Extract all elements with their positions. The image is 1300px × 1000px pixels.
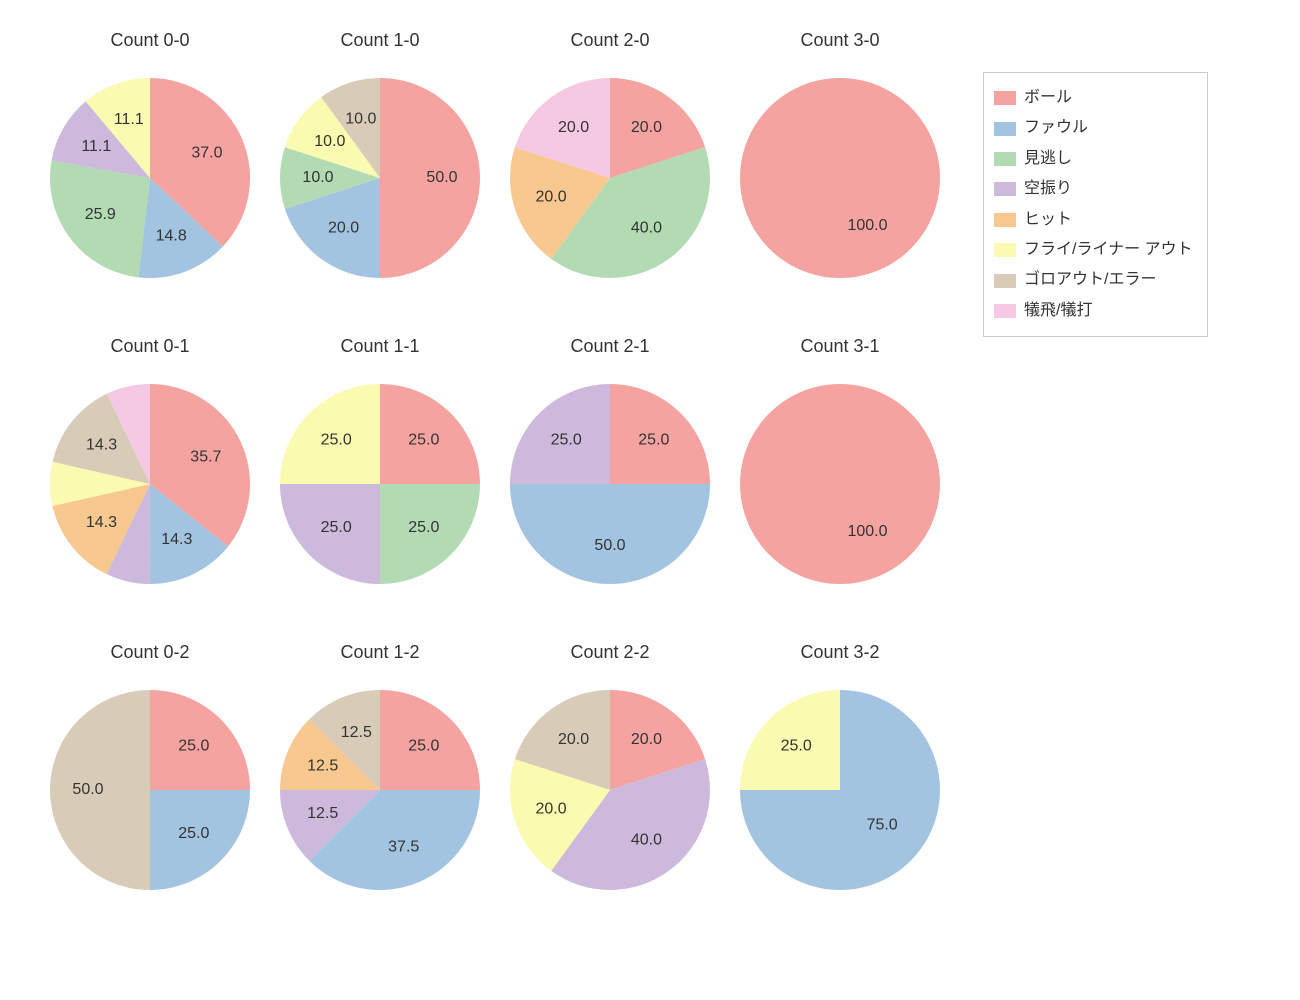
- pie-chart: 75.0 25.0: [740, 690, 940, 890]
- legend-label: 犠飛/犠打: [1024, 296, 1092, 326]
- slice-label: 14.3: [161, 531, 192, 548]
- legend-item: ヒット: [994, 205, 1193, 235]
- legend-item: ファウル: [994, 113, 1193, 143]
- slice-label: 50.0: [72, 781, 103, 798]
- legend-label: ファウル: [1024, 113, 1088, 143]
- legend: ボールファウル見逃し空振りヒットフライ/ライナー アウトゴロアウト/エラー犠飛/…: [983, 72, 1208, 337]
- slice-label: 12.5: [341, 724, 372, 741]
- slice-label: 40.0: [631, 219, 662, 236]
- slice-label: 11.1: [81, 138, 111, 155]
- legend-label: ボール: [1024, 83, 1072, 113]
- pie-slice: [740, 78, 940, 278]
- slice-label: 25.0: [781, 737, 812, 754]
- slice-label: 25.0: [408, 519, 439, 536]
- slice-label: 20.0: [535, 188, 566, 205]
- chart-title: Count 1-1: [270, 336, 490, 357]
- slice-label: 100.0: [847, 523, 887, 540]
- legend-item: 犠飛/犠打: [994, 296, 1193, 326]
- legend-swatch: [994, 213, 1016, 227]
- chart-title: Count 2-1: [500, 336, 720, 357]
- pie-chart: 37.0 14.8 25.9 11.111.1: [50, 78, 250, 278]
- chart-title: Count 3-2: [730, 642, 950, 663]
- legend-swatch: [994, 182, 1016, 196]
- slice-label: 20.0: [535, 800, 566, 817]
- legend-swatch: [994, 274, 1016, 288]
- slice-label: 25.0: [321, 519, 352, 536]
- pie-chart: 20.0 40.0 20.0 20.0: [510, 78, 710, 278]
- legend-swatch: [994, 243, 1016, 257]
- slice-label: 20.0: [558, 731, 589, 748]
- chart-title: Count 1-0: [270, 30, 490, 51]
- slice-label: 20.0: [631, 119, 662, 136]
- slice-label: 11.1: [114, 111, 144, 128]
- pie-chart: 100.0: [740, 78, 940, 278]
- slice-label: 25.0: [551, 431, 582, 448]
- legend-label: ゴロアウト/エラー: [1024, 265, 1156, 295]
- slice-label: 100.0: [847, 217, 887, 234]
- legend-label: ヒット: [1024, 205, 1072, 235]
- pie-slice: [510, 484, 710, 584]
- chart-title: Count 3-0: [730, 30, 950, 51]
- slice-label: 25.0: [178, 737, 209, 754]
- pie-slice: [740, 384, 940, 584]
- pie-chart: 100.0: [740, 384, 940, 584]
- slice-label: 40.0: [631, 831, 662, 848]
- slice-label: 14.8: [156, 227, 187, 244]
- slice-label: 37.5: [388, 838, 419, 855]
- legend-item: ボール: [994, 83, 1193, 113]
- slice-label: 75.0: [867, 817, 898, 834]
- legend-item: 空振り: [994, 174, 1193, 204]
- pie-chart: 50.020.010.010.010.0: [280, 78, 480, 278]
- slice-label: 25.0: [178, 825, 209, 842]
- slice-label: 12.5: [307, 805, 338, 822]
- slice-label: 20.0: [631, 731, 662, 748]
- pie-chart: 25.0 50.0 25.0: [510, 384, 710, 584]
- chart-title: Count 0-0: [40, 30, 260, 51]
- legend-label: 空振り: [1024, 174, 1072, 204]
- slice-label: 25.9: [85, 206, 116, 223]
- pie-chart: 25.0 25.0 50.0: [50, 690, 250, 890]
- slice-label: 50.0: [594, 537, 625, 554]
- pie-chart: 25.037.512.512.512.5: [280, 690, 480, 890]
- legend-item: フライ/ライナー アウト: [994, 235, 1193, 265]
- pie-chart: 20.0 40.0 20.0 20.0: [510, 690, 710, 890]
- chart-title: Count 2-2: [500, 642, 720, 663]
- slice-label: 12.5: [307, 757, 338, 774]
- slice-label: 14.3: [86, 436, 117, 453]
- pie-chart: 25.0 25.0 25.0 25.0: [280, 384, 480, 584]
- pie-chart: 35.7 14.3 14.3 14.3: [50, 384, 250, 584]
- legend-swatch: [994, 91, 1016, 105]
- slice-label: 10.0: [302, 169, 333, 186]
- chart-title: Count 3-1: [730, 336, 950, 357]
- slice-label: 10.0: [314, 133, 345, 150]
- legend-label: 見逃し: [1024, 144, 1072, 174]
- chart-title: Count 0-2: [40, 642, 260, 663]
- slice-label: 25.0: [408, 737, 439, 754]
- slice-label: 50.0: [426, 169, 457, 186]
- legend-swatch: [994, 122, 1016, 136]
- legend-label: フライ/ライナー アウト: [1024, 235, 1193, 265]
- chart-title: Count 0-1: [40, 336, 260, 357]
- slice-label: 20.0: [328, 219, 359, 236]
- slice-label: 37.0: [191, 145, 222, 162]
- legend-item: 見逃し: [994, 144, 1193, 174]
- slice-label: 25.0: [638, 431, 669, 448]
- legend-item: ゴロアウト/エラー: [994, 265, 1193, 295]
- chart-grid: Count 0-0 37.0 14.8 25.9 11.111.1 Count 1-0 50…: [0, 0, 1300, 1000]
- chart-title: Count 1-2: [270, 642, 490, 663]
- slice-label: 35.7: [190, 448, 221, 465]
- slice-label: 25.0: [321, 431, 352, 448]
- slice-label: 10.0: [345, 110, 376, 127]
- slice-label: 20.0: [558, 119, 589, 136]
- chart-title: Count 2-0: [500, 30, 720, 51]
- legend-swatch: [994, 304, 1016, 318]
- slice-label: 25.0: [408, 431, 439, 448]
- legend-swatch: [994, 152, 1016, 166]
- slice-label: 14.3: [86, 514, 117, 531]
